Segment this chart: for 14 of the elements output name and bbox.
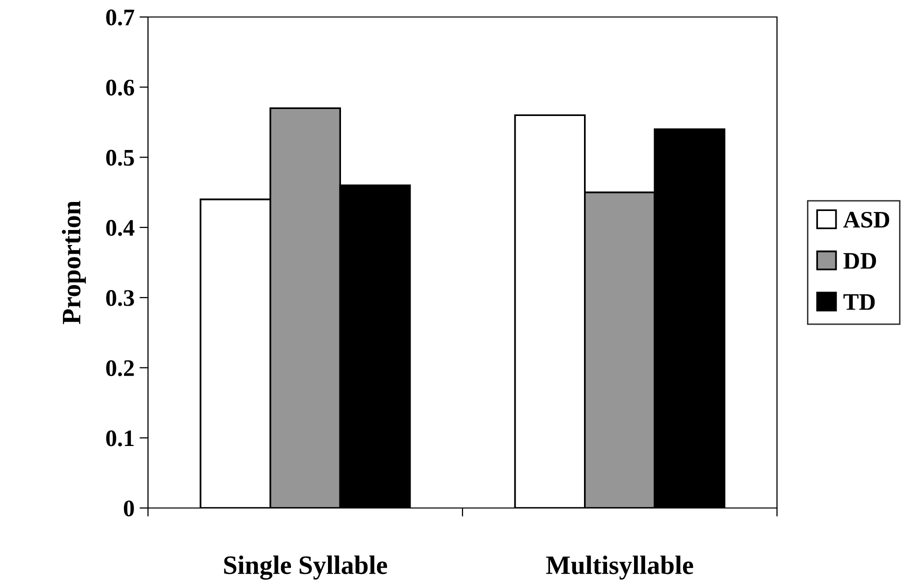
- y-tick-label: 0.6: [106, 80, 134, 96]
- legend-label: TD: [843, 294, 875, 310]
- y-tick-label: 0: [124, 500, 134, 516]
- y-tick-label: 0.1: [106, 430, 134, 446]
- legend-label: ASD: [843, 212, 890, 228]
- y-axis-title: Proportion: [62, 200, 86, 324]
- y-tick-label: 0.5: [106, 150, 134, 166]
- legend-label: DD: [844, 253, 876, 269]
- y-tick-label: 0.4: [106, 220, 134, 236]
- y-tick-label: 0.7: [106, 9, 134, 26]
- y-tick-label: 0.3: [106, 290, 134, 306]
- x-tick-label: Multisyllable: [546, 556, 694, 580]
- y-tick-label: 0.2: [106, 360, 134, 376]
- x-tick-label: Single Syllable: [224, 556, 388, 580]
